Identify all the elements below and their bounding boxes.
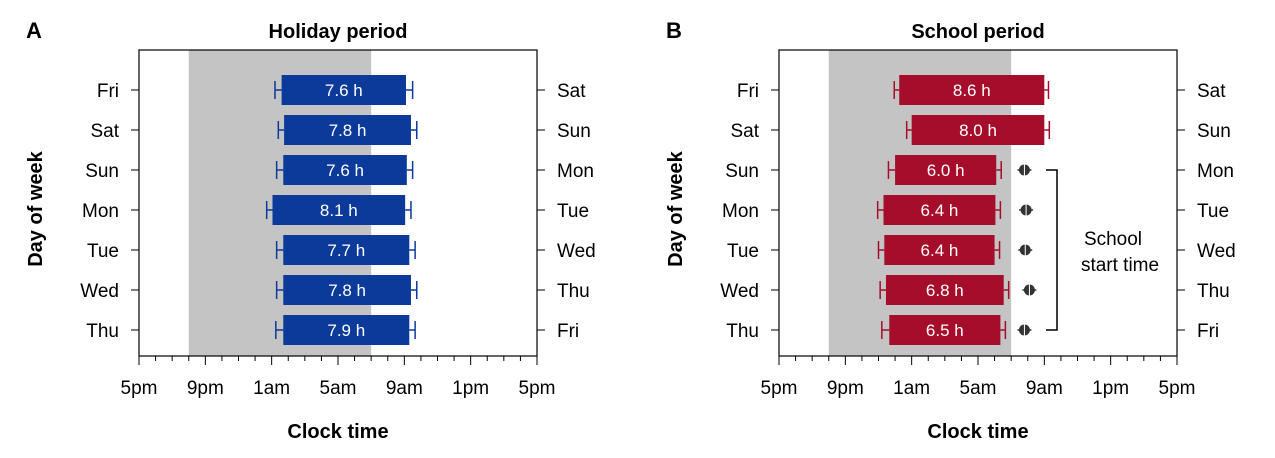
x-tick-label: 1pm — [1092, 378, 1129, 399]
panel-title: Holiday period — [269, 21, 408, 43]
sleep-bar — [911, 115, 1045, 145]
sleep-bar — [889, 315, 1001, 345]
panel-letter: A — [26, 18, 42, 43]
x-tick-label: 5pm — [519, 378, 556, 399]
sleep-bar — [895, 155, 997, 185]
y-tick-label-left: Sat — [730, 121, 759, 142]
y-tick-label-left: Wed — [80, 281, 119, 302]
y-tick-label-right: Wed — [1197, 241, 1236, 262]
x-tick-label: 9am — [1026, 378, 1063, 399]
y-tick-label-left: Sun — [85, 161, 119, 182]
y-axis-label: Day of week — [25, 150, 47, 266]
y-tick-label-left: Tue — [727, 241, 759, 262]
sleep-bar — [899, 75, 1045, 105]
sleep-bar — [284, 115, 411, 145]
x-tick-label: 1am — [253, 378, 290, 399]
y-tick-label-right: Thu — [1197, 281, 1230, 302]
annotation-line-1: School — [1084, 229, 1142, 250]
y-tick-label-right: Thu — [557, 281, 590, 302]
y-tick-label-left: Wed — [720, 281, 759, 302]
y-tick-label-right: Sun — [557, 121, 591, 142]
y-tick-label-left: Thu — [86, 321, 119, 342]
panel-title: School period — [911, 21, 1044, 43]
x-axis-label: Clock time — [287, 421, 388, 443]
y-tick-label-right: Fri — [1197, 321, 1219, 342]
sleep-bar — [283, 155, 407, 185]
y-tick-label-right: Mon — [1197, 161, 1234, 182]
y-tick-label-right: Mon — [557, 161, 594, 182]
sleep-bar — [272, 195, 406, 225]
bar-duration-label: 7.8 h — [328, 281, 366, 300]
bar-duration-label: 7.8 h — [329, 121, 367, 140]
sleep-bar — [283, 235, 410, 265]
x-tick-label: 1pm — [452, 378, 489, 399]
annotation-bracket — [1046, 169, 1058, 331]
bar-duration-label: 7.9 h — [327, 321, 365, 340]
y-tick-label-left: Fri — [737, 81, 759, 102]
x-axis-label: Clock time — [927, 421, 1028, 443]
sleep-bar — [885, 275, 1004, 305]
sleep-bar — [884, 235, 995, 265]
y-tick-label-left: Tue — [87, 241, 119, 262]
x-tick-label: 5pm — [1159, 378, 1196, 399]
y-tick-label-right: Tue — [557, 201, 589, 222]
bar-duration-label: 6.5 h — [926, 321, 964, 340]
bar-duration-label: 6.0 h — [927, 161, 965, 180]
bar-duration-label: 8.6 h — [953, 81, 991, 100]
x-tick-label: 9pm — [187, 378, 224, 399]
y-tick-label-right: Sun — [1197, 121, 1231, 142]
bar-duration-label: 6.4 h — [921, 201, 959, 220]
panel-a: A Holiday period 5pm 9pm 1am 5am 9am 1pm 5pm Cloc… — [25, 18, 596, 443]
panel-b: B School period 5pm 9pm 1am 5am 9am 1pm 5pm Clock… — [665, 18, 1236, 443]
y-tick-label-left: Fri — [97, 81, 119, 102]
x-tick-label: 5pm — [121, 378, 158, 399]
bar-duration-label: 8.1 h — [320, 201, 358, 220]
x-tick-label: 1am — [893, 378, 930, 399]
y-tick-label-left: Sun — [725, 161, 759, 182]
sleep-bar — [283, 275, 411, 305]
panel-letter: B — [666, 18, 682, 43]
annotation-line-2: start time — [1081, 255, 1159, 276]
bar-duration-label: 8.0 h — [959, 121, 997, 140]
y-tick-label-right: Tue — [1197, 201, 1229, 222]
bar-duration-label: 7.6 h — [326, 161, 364, 180]
y-tick-label-left: Mon — [722, 201, 759, 222]
x-tick-label: 5am — [960, 378, 997, 399]
x-tick-label: 9pm — [827, 378, 864, 399]
y-tick-label-left: Sat — [90, 121, 119, 142]
x-tick-label: 9am — [386, 378, 423, 399]
bar-duration-label: 7.6 h — [325, 81, 363, 100]
y-tick-label-right: Fri — [557, 321, 579, 342]
sleep-bar — [283, 315, 410, 345]
x-tick-label: 5pm — [761, 378, 798, 399]
y-tick-label-right: Sat — [1197, 81, 1226, 102]
bar-duration-label: 7.7 h — [327, 241, 365, 260]
y-tick-label-right: Sat — [557, 81, 586, 102]
y-tick-label-left: Thu — [726, 321, 759, 342]
y-tick-label-right: Wed — [557, 241, 596, 262]
bar-duration-label: 6.4 h — [921, 241, 959, 260]
sleep-bar — [281, 75, 406, 105]
y-axis-label: Day of week — [665, 150, 687, 266]
y-tick-label-left: Mon — [82, 201, 119, 222]
bar-duration-label: 6.8 h — [926, 281, 964, 300]
x-tick-label: 5am — [320, 378, 357, 399]
sleep-bar — [883, 195, 996, 225]
